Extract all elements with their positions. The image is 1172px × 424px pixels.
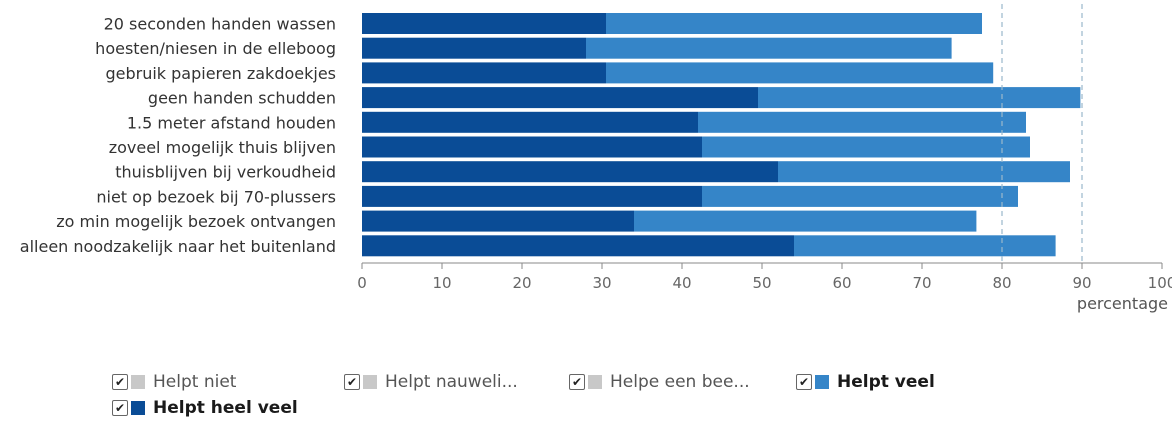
category-label: 1.5 meter afstand houden (127, 113, 336, 132)
bar-helpt-veel[interactable] (778, 161, 1070, 183)
x-tick-label: 50 (752, 274, 771, 292)
checkbox-icon[interactable]: ✔ (112, 374, 128, 390)
legend-item[interactable]: ✔ Helpe een bee... (569, 372, 750, 392)
bar-helpt-heel-veel[interactable] (362, 87, 758, 109)
bar-helpt-veel[interactable] (606, 13, 982, 34)
legend-item[interactable]: ✔ Helpt nauweli... (344, 372, 518, 392)
category-label: thuisblijven bij verkoudheid (115, 163, 336, 182)
bars (362, 13, 1081, 257)
reference-lines (1001, 4, 1083, 263)
legend-swatch (815, 375, 829, 389)
bar-helpt-veel[interactable] (758, 87, 1081, 109)
stacked-bar-chart: 20 seconden handen wassen hoesten/niesen … (20, 4, 1172, 313)
legend-label: Helpe een bee... (610, 372, 750, 392)
category-label: geen handen schudden (148, 89, 336, 108)
bar-helpt-veel[interactable] (634, 210, 977, 232)
x-tick-label: 80 (992, 274, 1011, 292)
x-tick-label: 90 (1072, 274, 1091, 292)
category-labels: 20 seconden handen wassen hoesten/niesen … (20, 15, 336, 256)
legend-swatch (363, 375, 377, 389)
x-tick-label: 0 (357, 274, 367, 292)
bar-helpt-heel-veel[interactable] (362, 111, 698, 133)
bar-helpt-heel-veel[interactable] (362, 13, 606, 34)
legend-swatch (131, 401, 145, 415)
bar-helpt-heel-veel[interactable] (362, 37, 586, 59)
x-tick-label: 60 (832, 274, 851, 292)
category-label: niet op bezoek bij 70-plussers (96, 187, 336, 206)
legend-item[interactable]: ✔ Helpt niet (112, 372, 236, 392)
category-label: alleen noodzakelijk naar het buitenland (20, 237, 336, 256)
category-label: zoveel mogelijk thuis blijven (109, 138, 336, 157)
x-tick-label: 10 (432, 274, 451, 292)
x-axis-title: percentage (1077, 294, 1168, 313)
checkbox-icon[interactable]: ✔ (569, 374, 585, 390)
x-tick-label: 20 (512, 274, 531, 292)
x-tick-label: 70 (912, 274, 931, 292)
bar-helpt-veel[interactable] (794, 235, 1056, 257)
bar-helpt-veel[interactable] (698, 111, 1026, 133)
category-label: zo min mogelijk bezoek ontvangen (56, 212, 336, 231)
x-axis-ticks: 0 10 20 30 40 50 60 70 80 90 100 (357, 263, 1172, 292)
legend-swatch (588, 375, 602, 389)
bar-helpt-heel-veel[interactable] (362, 161, 778, 183)
bar-helpt-veel[interactable] (702, 185, 1018, 207)
bar-helpt-heel-veel[interactable] (362, 62, 606, 84)
x-tick-label: 40 (672, 274, 691, 292)
legend-label: Helpt veel (837, 372, 935, 392)
legend-item[interactable]: ✔ Helpt veel (796, 372, 935, 392)
category-label: hoesten/niesen in de elleboog (95, 39, 336, 58)
checkbox-icon[interactable]: ✔ (796, 374, 812, 390)
bar-helpt-veel[interactable] (702, 136, 1030, 158)
x-tick-label: 30 (592, 274, 611, 292)
x-tick-label: 100 (1148, 274, 1172, 292)
legend-swatch (131, 375, 145, 389)
bar-helpt-heel-veel[interactable] (362, 185, 702, 207)
bar-helpt-heel-veel[interactable] (362, 210, 634, 232)
legend-label: Helpt niet (153, 372, 237, 392)
bar-helpt-heel-veel[interactable] (362, 136, 702, 158)
category-label: 20 seconden handen wassen (104, 15, 336, 34)
checkbox-icon[interactable]: ✔ (112, 400, 128, 416)
legend-item[interactable]: ✔ Helpt heel veel (112, 398, 298, 418)
bar-helpt-heel-veel[interactable] (362, 235, 794, 257)
checkbox-icon[interactable]: ✔ (344, 374, 360, 390)
bar-helpt-veel[interactable] (586, 37, 952, 59)
bar-helpt-veel[interactable] (606, 62, 994, 84)
legend-label: Helpt nauweli... (385, 372, 518, 392)
category-label: gebruik papieren zakdoekjes (105, 64, 336, 83)
legend-label: Helpt heel veel (153, 398, 298, 418)
